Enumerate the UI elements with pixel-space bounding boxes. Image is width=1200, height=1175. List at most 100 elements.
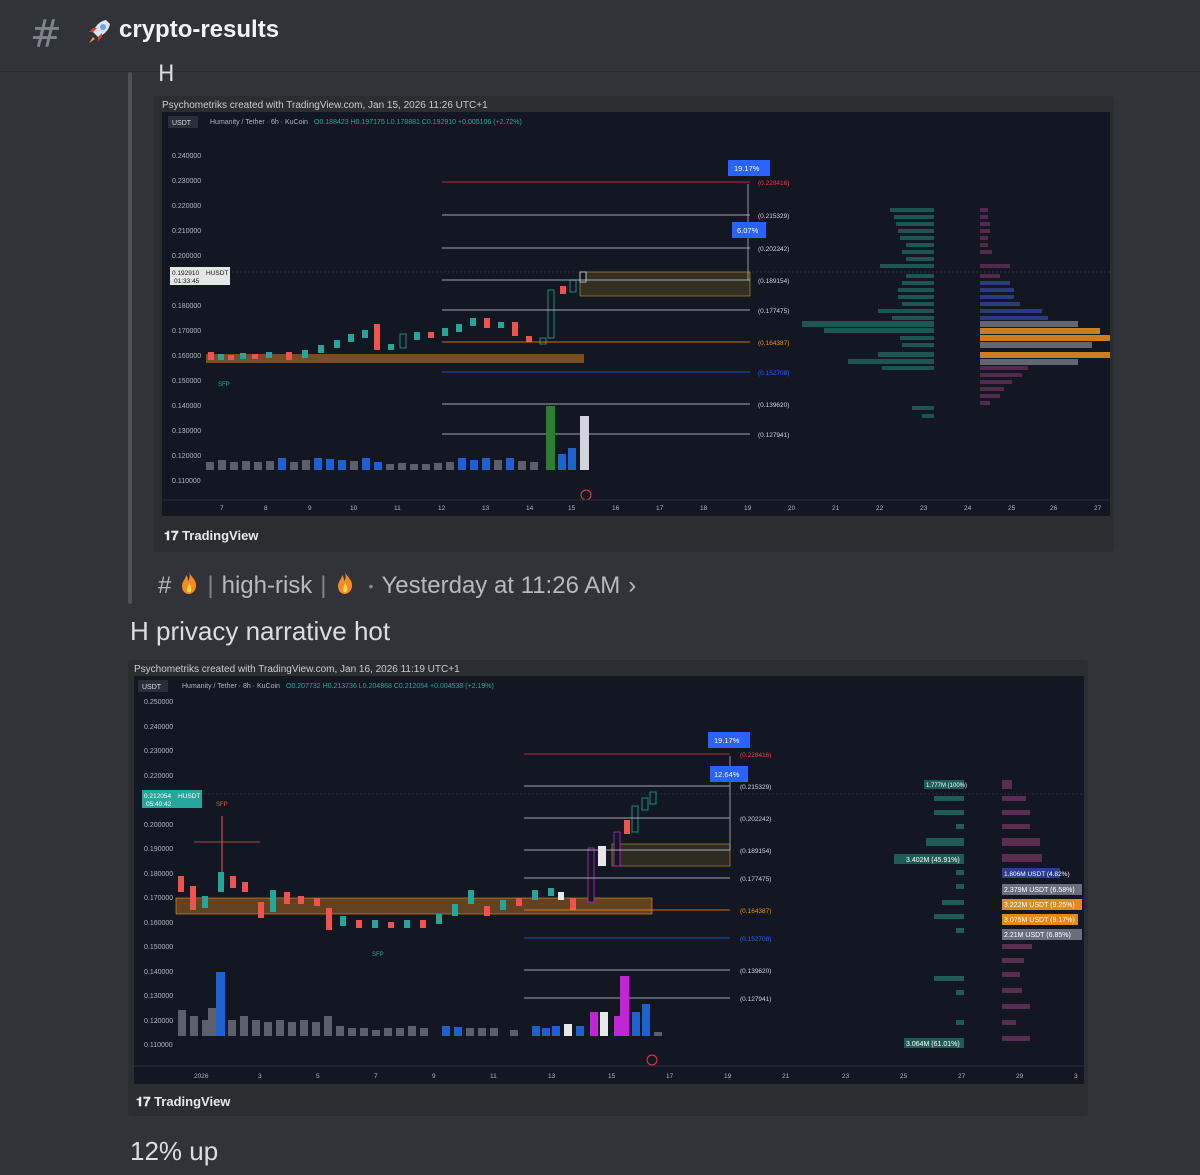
time-tick: 9 bbox=[308, 505, 312, 512]
level-label: (0.139620) bbox=[758, 402, 789, 409]
separator: | bbox=[207, 572, 214, 599]
level-label: (0.228416) bbox=[758, 180, 789, 187]
time-tick: 11 bbox=[394, 505, 401, 512]
price-tick: 0.200000 bbox=[144, 822, 173, 829]
forward-source[interactable]: # | high-risk | • Yesterday at 11:26 AM … bbox=[158, 568, 644, 604]
channel-header: # crypto-results bbox=[0, 0, 1200, 72]
time-tick: 15 bbox=[568, 505, 576, 512]
price-chart-2: USDT Humanity / Tether · 8h · KuCoin O0.… bbox=[134, 676, 1084, 1084]
price-tick: 0.140000 bbox=[172, 403, 201, 410]
level-label: (0.189154) bbox=[758, 278, 789, 285]
price-tick: 0.240000 bbox=[172, 153, 201, 160]
separator: | bbox=[320, 572, 327, 599]
time-tick: 27 bbox=[958, 1073, 966, 1080]
vp-label: 1.777M (100%) bbox=[926, 783, 967, 789]
vp-label: 1.806M USDT (4.82%) bbox=[1004, 871, 1070, 878]
price-tick: 0.160000 bbox=[172, 353, 201, 360]
fire-icon bbox=[179, 571, 199, 602]
time-tick: 8 bbox=[264, 505, 268, 512]
forward-quote-bar bbox=[128, 72, 132, 604]
forwarded-chart-attachment[interactable]: Psychometriks created with TradingView.c… bbox=[154, 96, 1114, 552]
forward-timestamp[interactable]: Yesterday at 11:26 AM bbox=[381, 572, 621, 599]
price-tick: 0.160000 bbox=[144, 920, 173, 927]
sfp-label: SFP bbox=[372, 952, 384, 958]
price-chart: USDT Humanity / Tether · 6h · KuCoin O0.… bbox=[162, 112, 1110, 516]
price-tick: 0.150000 bbox=[144, 944, 173, 951]
pct-badge: 12.64% bbox=[714, 770, 740, 779]
ohlc-readout: O0.207732 H0.213736 L0.204868 C0.212054 … bbox=[286, 683, 494, 690]
chart-attachment[interactable]: Psychometriks created with TradingView.c… bbox=[128, 660, 1088, 1116]
level-label: (0.139620) bbox=[740, 968, 771, 975]
price-tick: 0.170000 bbox=[172, 328, 201, 335]
time-tick: 12 bbox=[438, 505, 446, 512]
current-price-label: 0.212054 bbox=[144, 793, 171, 800]
time-tick: 23 bbox=[920, 505, 928, 512]
level-label: (0.228416) bbox=[740, 752, 771, 759]
time-tick: 13 bbox=[548, 1073, 556, 1080]
time-tick: 14 bbox=[526, 505, 534, 512]
dot-separator: • bbox=[368, 578, 374, 594]
level-label: (0.152708) bbox=[740, 936, 771, 943]
time-tick: 25 bbox=[900, 1073, 908, 1080]
time-tick: 5 bbox=[316, 1073, 320, 1080]
vp-label: 3.064M (61.01%) bbox=[906, 1041, 960, 1048]
chart-caption: Psychometriks created with TradingView.c… bbox=[162, 100, 488, 111]
vp-label: 3.222M USDT (9.25%) bbox=[1004, 902, 1075, 909]
price-tick: 0.240000 bbox=[144, 724, 173, 731]
message-text: H privacy narrative hot bbox=[130, 616, 391, 646]
current-pair-label: HUSDT bbox=[206, 270, 228, 277]
pct-badge: 6.07% bbox=[737, 226, 759, 235]
level-label: (0.177475) bbox=[758, 308, 789, 315]
level-label: (0.189154) bbox=[740, 848, 771, 855]
price-tick: 0.110000 bbox=[172, 478, 201, 485]
tradingview-logo: 𝟏𝟕 TradingView bbox=[164, 528, 259, 543]
price-tick: 0.130000 bbox=[144, 993, 173, 1000]
time-tick: 7 bbox=[220, 505, 224, 512]
time-tick: 18 bbox=[700, 505, 708, 512]
price-tick: 0.120000 bbox=[172, 453, 201, 460]
price-tick: 0.140000 bbox=[144, 969, 173, 976]
price-tick: 0.110000 bbox=[144, 1042, 173, 1049]
time-tick: 21 bbox=[832, 505, 840, 512]
channel-name[interactable]: crypto-results bbox=[119, 16, 280, 43]
chart-caption: Psychometriks created with TradingView.c… bbox=[134, 664, 460, 675]
price-tick: 0.130000 bbox=[172, 428, 201, 435]
tv-icon: 𝟏𝟕 bbox=[136, 1094, 155, 1109]
time-tick: 19 bbox=[724, 1073, 732, 1080]
level-label: (0.215329) bbox=[758, 213, 789, 220]
vp-label: 2.379M USDT (6.58%) bbox=[1004, 887, 1075, 894]
time-tick: 20 bbox=[788, 505, 796, 512]
price-tick: 0.180000 bbox=[144, 871, 173, 878]
price-tick: 0.180000 bbox=[172, 303, 201, 310]
time-tick: 22 bbox=[876, 505, 884, 512]
level-label: (0.152708) bbox=[758, 370, 789, 377]
time-tick: 16 bbox=[612, 505, 620, 512]
time-tick: 21 bbox=[782, 1073, 790, 1080]
level-label: (0.202242) bbox=[740, 816, 771, 823]
vp-label: 3.402M (45.91%) bbox=[906, 857, 960, 864]
price-tick: 0.220000 bbox=[144, 773, 173, 780]
countdown-label: 05:40:42 bbox=[146, 801, 172, 808]
time-tick: 3 bbox=[1074, 1073, 1078, 1080]
vp-label: 3.075M USDT (9.17%) bbox=[1004, 917, 1075, 924]
source-channel[interactable]: high-risk bbox=[221, 572, 313, 599]
level-label: (0.127941) bbox=[740, 996, 771, 1003]
channel-hash-icon: # bbox=[158, 572, 172, 599]
time-tick: 17 bbox=[656, 505, 664, 512]
price-tick: 0.150000 bbox=[172, 378, 201, 385]
price-tick: 0.190000 bbox=[144, 846, 173, 853]
vp-label: 2.21M USDT (6.85%) bbox=[1004, 932, 1071, 939]
chevron-right-icon[interactable]: › bbox=[628, 572, 637, 599]
price-tick: 0.250000 bbox=[144, 699, 173, 706]
tradingview-logo: 𝟏𝟕 TradingView bbox=[136, 1094, 231, 1109]
quote-fragment: H bbox=[158, 62, 175, 87]
message-text: 12% up bbox=[130, 1136, 219, 1166]
price-tick: 0.170000 bbox=[144, 895, 173, 902]
time-tick: 26 bbox=[1050, 505, 1058, 512]
symbol-tag: USDT bbox=[172, 120, 192, 127]
time-tick: 25 bbox=[1008, 505, 1016, 512]
level-label: (0.202242) bbox=[758, 246, 789, 253]
symbol-tag: USDT bbox=[142, 684, 162, 691]
price-tick: 0.230000 bbox=[144, 748, 173, 755]
time-tick: 29 bbox=[1016, 1073, 1024, 1080]
